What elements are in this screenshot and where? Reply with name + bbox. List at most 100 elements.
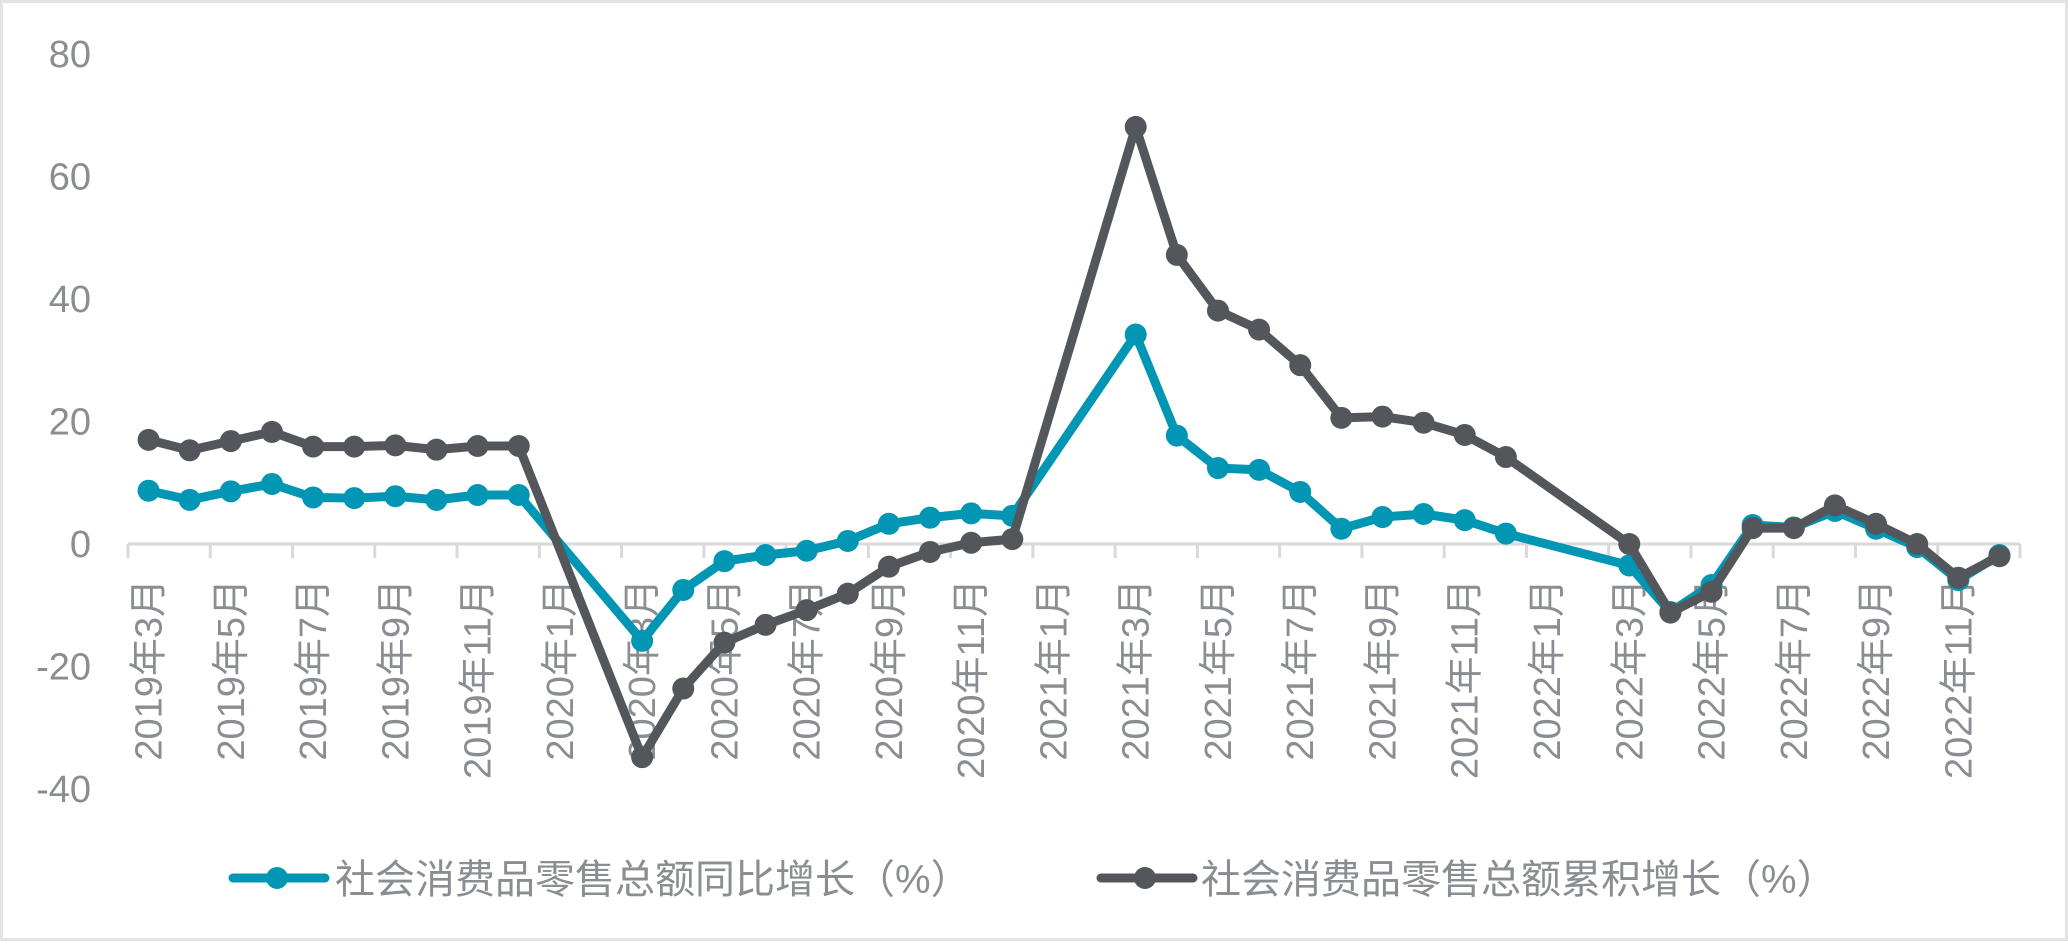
data-point[interactable] [1700,580,1723,603]
data-point[interactable] [507,435,530,457]
data-point[interactable] [137,479,160,502]
x-tick-label: 2019年5月 [211,579,253,761]
data-point[interactable] [466,484,489,506]
data-point[interactable] [672,677,695,700]
data-point[interactable] [219,430,242,453]
data-point[interactable] [178,439,201,462]
data-point[interactable] [1865,512,1888,535]
x-tick-label: 2021年5月 [1198,579,1240,761]
data-point[interactable] [1371,506,1394,529]
x-tick-label: 2021年11月 [1445,579,1487,779]
data-point[interactable] [1330,406,1353,429]
data-point[interactable] [425,438,448,461]
data-point[interactable] [1371,405,1394,428]
y-tick-label: 0 [70,524,91,566]
x-tick-label: 2022年3月 [1609,579,1651,761]
data-point[interactable] [507,484,530,506]
data-point[interactable] [1782,517,1805,540]
y-tick-label: 20 [49,402,91,444]
legend-marker-yoy [266,867,288,889]
data-point[interactable] [754,613,777,636]
legend-item-yoy[interactable]: 社会消费品零售总额同比增长（%） [228,858,971,902]
data-point[interactable] [1947,566,1970,589]
data-point[interactable] [1124,323,1147,346]
data-point[interactable] [1206,457,1229,480]
x-axis: 2019年3月 2019年5月 2019年7月 2019年9月 2019年11月 2020… [126,542,2022,779]
data-point[interactable] [795,599,818,622]
y-tick-label: -20 [36,647,91,689]
y-tick-label: -40 [36,769,91,811]
data-point[interactable] [919,506,942,529]
data-point[interactable] [343,435,366,458]
data-point[interactable] [672,578,695,601]
legend-label-cumulative: 社会消费品零售总额累积增长（%） [1201,858,1837,902]
data-point[interactable] [1248,318,1271,341]
data-point[interactable] [795,539,818,562]
data-point[interactable] [302,486,325,509]
data-point[interactable] [1412,411,1435,434]
data-point[interactable] [1289,354,1312,377]
x-tick-label: 2020年11月 [951,579,993,779]
data-point[interactable] [1453,509,1476,532]
series-lines [137,115,2011,769]
data-point[interactable] [960,502,983,525]
x-tick-label: 2020年1月 [540,579,582,761]
data-point[interactable] [1001,528,1024,551]
data-point[interactable] [1618,533,1641,555]
data-point[interactable] [877,512,900,535]
x-tick-label: 2022年7月 [1774,579,1816,761]
x-tick-label: 2020年5月 [704,579,746,761]
data-point[interactable] [384,485,407,508]
data-point[interactable] [754,544,777,567]
data-point[interactable] [384,434,407,457]
data-point[interactable] [219,480,242,503]
y-tick-label: 80 [49,34,91,76]
data-point[interactable] [260,472,283,495]
y-axis: 80 60 40 20 0 -20 -40 [36,34,91,811]
data-point[interactable] [1906,533,1929,555]
data-point[interactable] [425,488,448,511]
data-point[interactable] [960,531,983,554]
data-point[interactable] [1494,446,1517,469]
data-point[interactable] [1453,423,1476,446]
data-point[interactable] [1165,243,1188,266]
y-tick-label: 40 [49,279,91,321]
x-tick-label: 2019年9月 [375,579,417,761]
data-point[interactable] [178,488,201,511]
data-point[interactable] [1289,480,1312,503]
x-tick-label: 2022年1月 [1527,579,1569,761]
data-point[interactable] [137,428,160,451]
data-point[interactable] [1124,115,1147,138]
x-tick-label: 2022年5月 [1692,579,1734,761]
data-point[interactable] [1741,517,1764,540]
x-tick-label: 2021年1月 [1033,579,1075,761]
data-point[interactable] [713,550,736,573]
data-point[interactable] [1248,458,1271,481]
x-tick-label: 2021年7月 [1280,579,1322,761]
data-point[interactable] [1165,424,1188,447]
data-point[interactable] [836,582,859,605]
data-point[interactable] [1659,601,1682,624]
data-point[interactable] [631,746,654,769]
data-point[interactable] [877,555,900,578]
data-point[interactable] [1206,299,1229,322]
data-point[interactable] [631,629,654,652]
data-point[interactable] [466,435,489,457]
data-point[interactable] [1494,522,1517,545]
data-point[interactable] [1330,517,1353,540]
data-point[interactable] [260,420,283,443]
data-point[interactable] [713,631,736,654]
data-point[interactable] [919,540,942,563]
data-point[interactable] [1823,494,1846,517]
legend-item-cumulative[interactable]: 社会消费品零售总额累积增长（%） [1096,858,1837,902]
x-tick-label: 2020年9月 [869,579,911,761]
data-point[interactable] [1412,502,1435,525]
x-tick-label: 2019年7月 [293,579,335,761]
data-point[interactable] [836,529,859,552]
data-point[interactable] [343,487,366,510]
data-point[interactable] [302,435,325,458]
legend-label-yoy: 社会消费品零售总额同比增长（%） [335,858,971,902]
data-point[interactable] [1988,545,2011,568]
